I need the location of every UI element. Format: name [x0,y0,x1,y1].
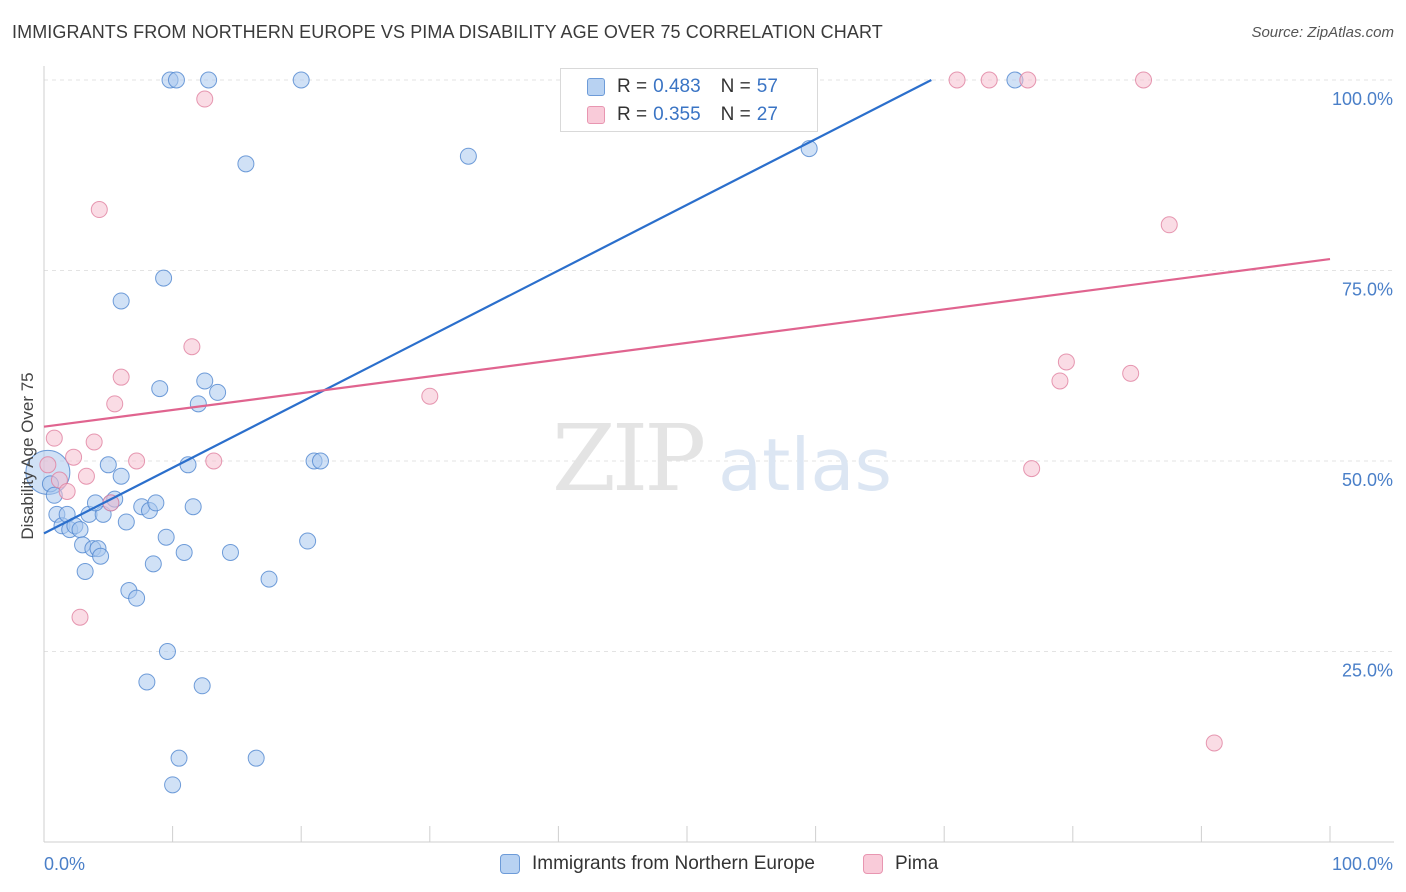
legend-n-label: N = [720,104,751,125]
y-tick-label: 75.0% [1342,280,1393,300]
data-point-northern-europe [144,555,162,573]
chart-title: IMMIGRANTS FROM NORTHERN EUROPE VS PIMA … [12,22,883,42]
data-point-northern-europe [175,543,193,561]
data-point-northern-europe [193,677,211,695]
y-tick-label: 25.0% [1342,661,1393,681]
data-point-northern-europe [247,749,265,767]
data-point-pima [1160,216,1178,234]
legend-row-blue: R = 0.483 N = 57 [587,73,778,101]
data-point-northern-europe [311,452,329,470]
data-point-northern-europe [167,71,185,89]
legend-n-value: 57 [756,76,778,97]
data-point-northern-europe [99,456,117,474]
legend-n-label: N = [720,76,751,97]
data-point-pima [58,482,76,500]
data-point-northern-europe [158,643,176,660]
data-point-northern-europe [117,513,135,531]
watermark-atlas: atlas [718,423,892,507]
data-points [25,71,1223,794]
data-point-pima [1019,71,1037,89]
data-point-pima [45,429,63,447]
data-point-northern-europe [209,383,227,401]
data-point-northern-europe [170,749,188,767]
data-point-pima [65,448,83,466]
data-point-pima [1135,71,1153,89]
data-point-northern-europe [92,547,110,565]
data-point-northern-europe [151,380,169,398]
data-point-northern-europe [155,269,173,287]
legend-swatch-blue [587,78,605,96]
trend-lines [43,79,1331,535]
data-point-northern-europe [147,494,165,512]
data-point-pima [421,387,439,405]
legend-n-value: 27 [756,104,778,125]
data-point-pima [106,395,124,413]
data-point-northern-europe [196,372,214,390]
data-point-northern-europe [86,494,104,512]
data-point-pima [1122,364,1140,382]
x-tick-label: 0.0% [44,854,85,874]
data-point-pima [77,467,95,485]
series-label-pink: Pima [895,853,939,874]
series-label-blue: Immigrants from Northern Europe [532,853,815,874]
series-swatch-blue [500,854,520,874]
data-point-pima [90,201,108,219]
legend-r-value: 0.355 [653,104,701,125]
correlation-legend: R = 0.483 N = 57 R = 0.355 N = 27 [560,68,818,132]
data-point-pima [71,608,89,626]
data-point-northern-europe [299,532,317,550]
data-point-pima [39,456,57,474]
chart-source: Source: ZipAtlas.com [1251,24,1394,41]
series-legend-pink: Pima [863,852,938,876]
watermark: ZIP atlas [552,405,892,512]
tick-labels: 25.0% 50.0% 75.0% 100.0% 0.0% 100.0% [44,89,1393,874]
x-tick-label: 100.0% [1332,854,1393,874]
data-point-northern-europe [237,155,255,173]
data-point-pima [85,433,103,451]
trend-line-pima [43,257,1331,428]
data-point-pima [196,90,214,108]
data-point-northern-europe [260,570,278,588]
legend-r-label: R = [617,104,648,125]
data-point-northern-europe [112,292,130,310]
y-axis-label: Disability Age Over 75 [18,372,37,539]
watermark-zip: ZIP [552,405,703,512]
data-point-northern-europe [459,147,477,165]
data-point-northern-europe [76,562,94,580]
data-point-pima [1051,372,1069,390]
data-point-northern-europe [138,673,156,691]
data-point-northern-europe [157,528,175,546]
data-point-northern-europe [200,71,218,89]
data-point-northern-europe [292,71,310,89]
y-tick-label: 50.0% [1342,470,1393,490]
data-point-pima [948,71,966,89]
data-point-northern-europe [164,776,182,794]
data-point-northern-europe [221,543,239,561]
legend-r-value: 0.483 [653,76,701,97]
series-legend-blue: Immigrants from Northern Europe [500,852,815,876]
data-point-pima [112,368,130,386]
data-point-pima [183,338,201,356]
data-point-northern-europe [189,395,207,413]
data-point-pima [1023,460,1041,478]
data-point-pima [128,452,146,470]
data-point-pima [980,71,998,89]
data-point-northern-europe [184,498,202,516]
y-tick-label: 100.0% [1332,89,1393,109]
trend-line-northern-europe [43,79,932,535]
data-point-northern-europe [128,589,146,607]
legend-row-pink: R = 0.355 N = 27 [587,101,778,129]
legend-r-label: R = [617,76,648,97]
data-point-northern-europe [112,467,130,485]
data-point-northern-europe [71,521,89,539]
legend-swatch-pink [587,106,605,124]
data-point-pima [1205,734,1223,752]
data-point-pima [1057,353,1075,371]
data-point-pima [205,452,223,470]
series-swatch-pink [863,854,883,874]
